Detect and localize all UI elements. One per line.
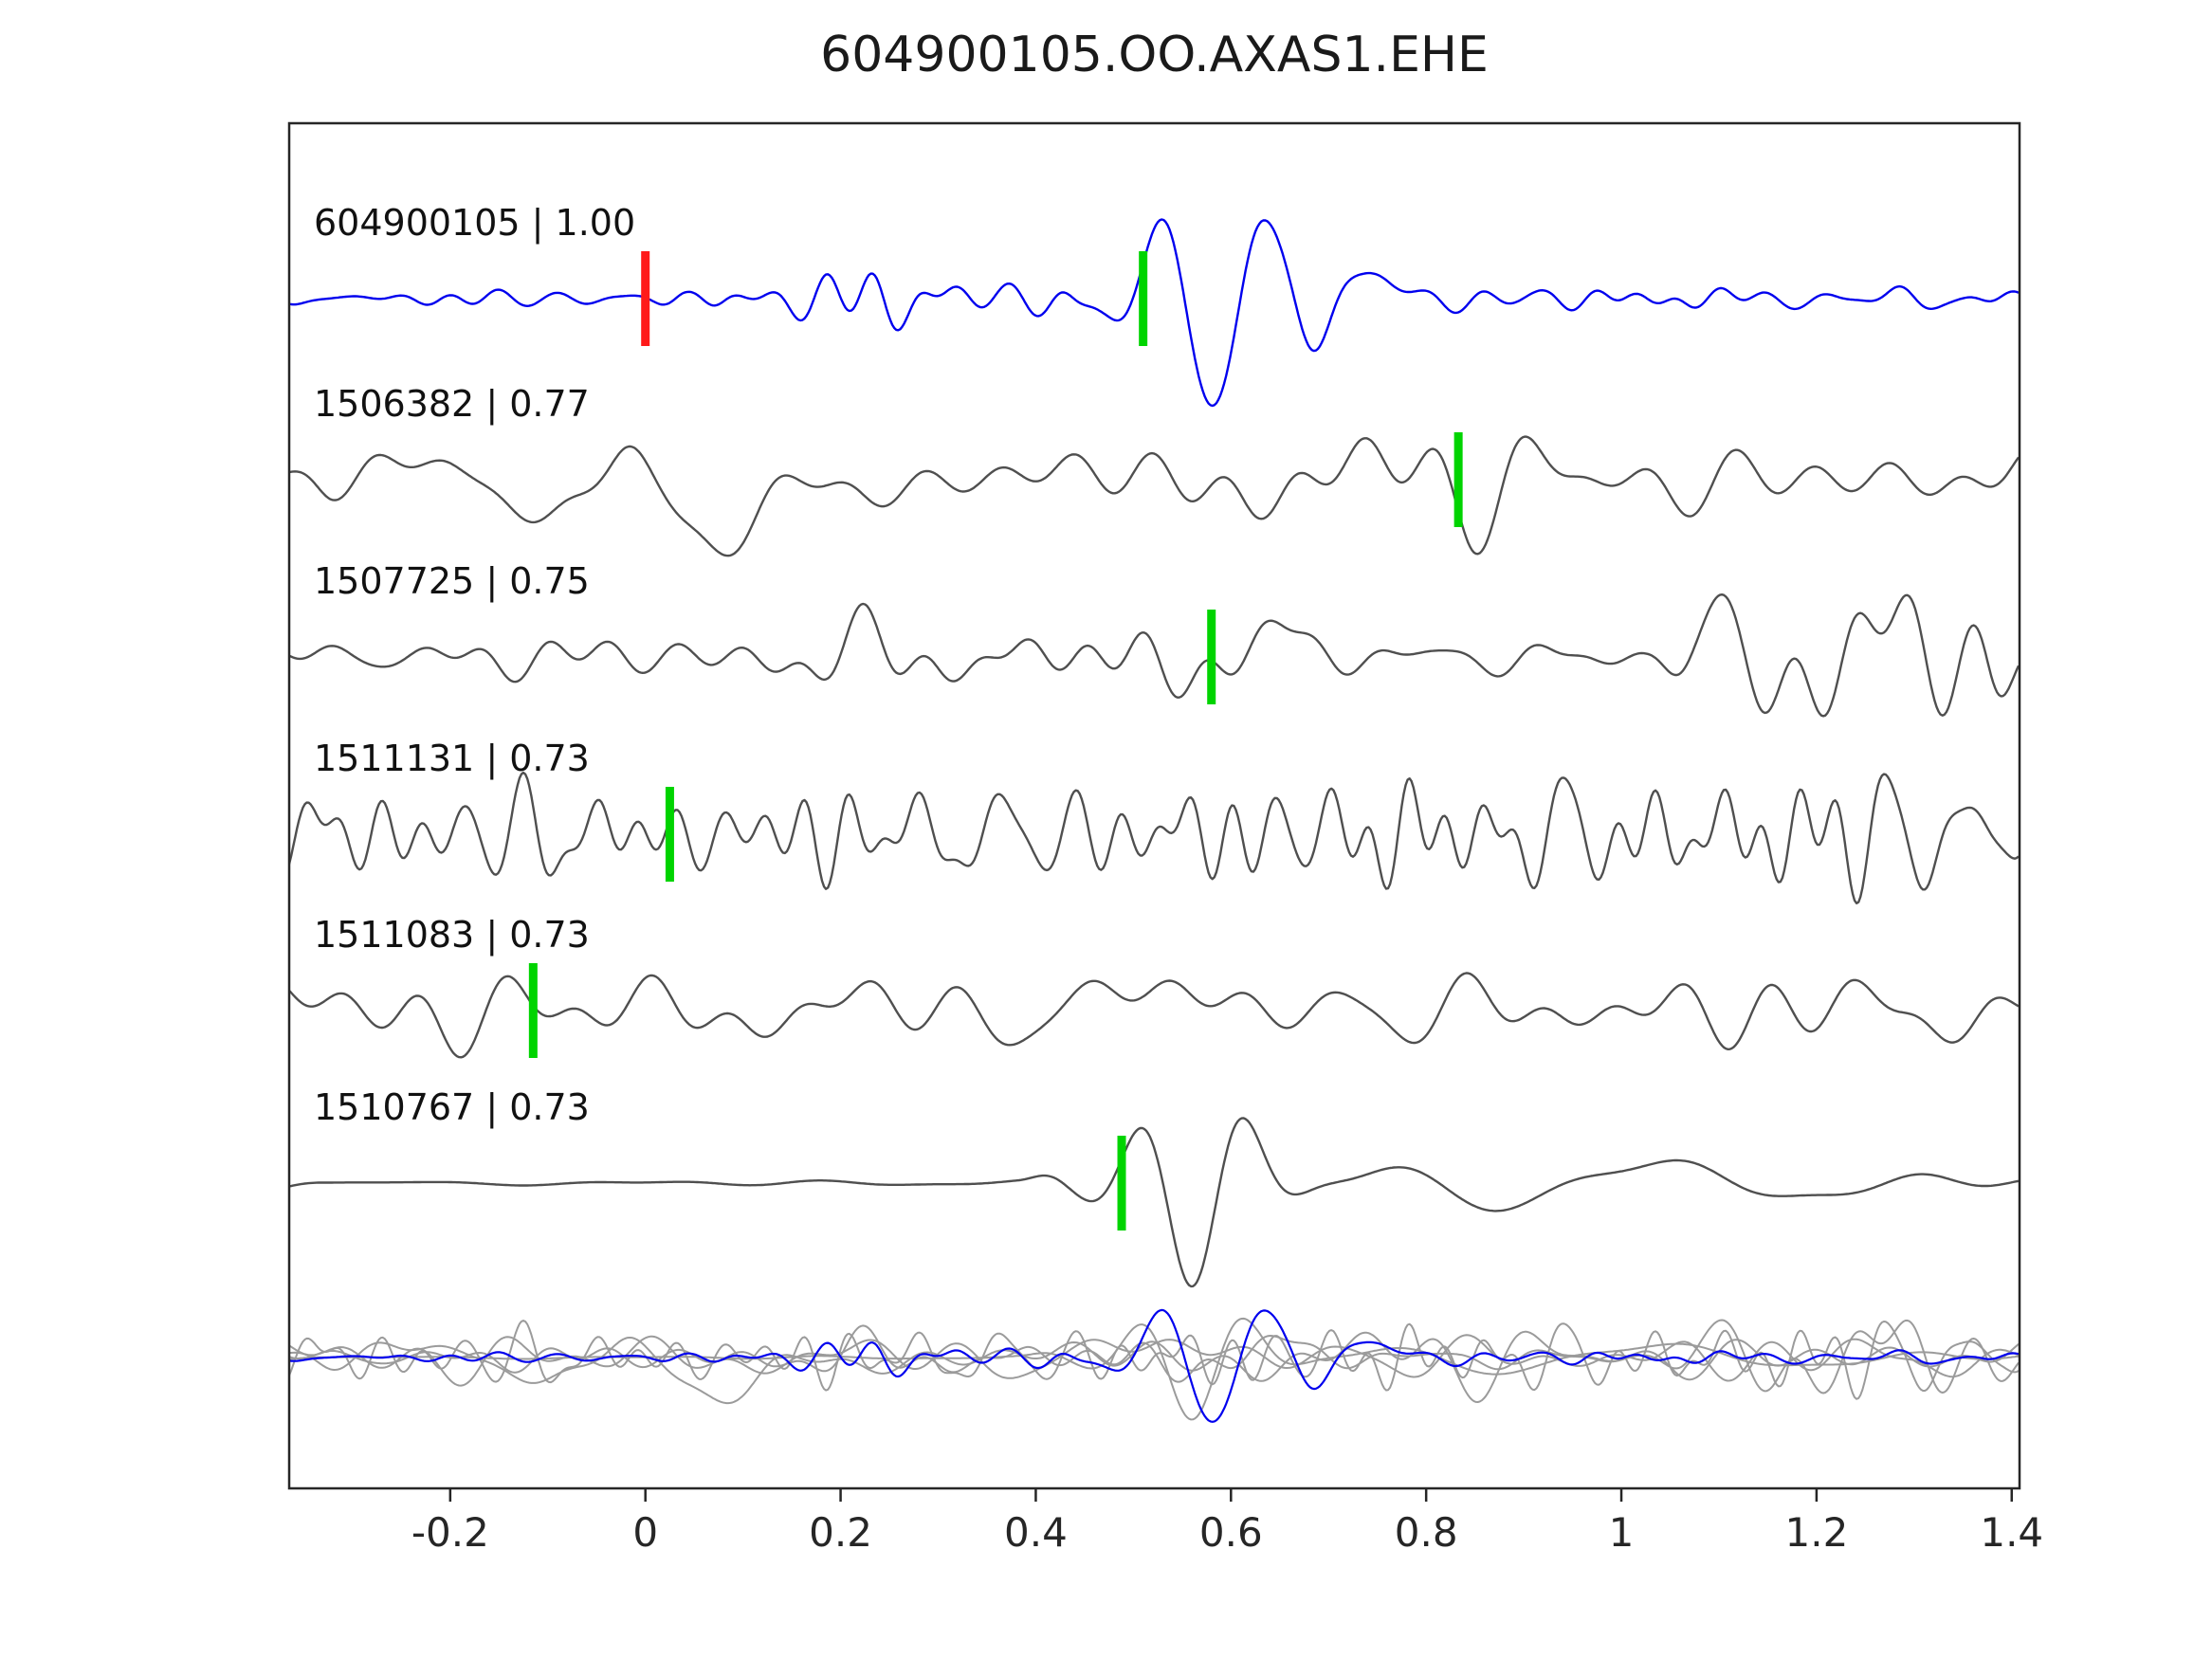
- x-tick-label: 1: [1608, 1509, 1635, 1556]
- x-tick-label: 0: [632, 1509, 659, 1556]
- x-tick-label: -0.2: [411, 1509, 489, 1556]
- x-tick-label: 1.2: [1784, 1509, 1849, 1556]
- trace-label-detection-1: 1506382 | 0.77: [314, 383, 590, 425]
- trace-label-detection-5: 1510767 | 0.73: [314, 1086, 590, 1128]
- trace-label-detection-2: 1507725 | 0.75: [314, 560, 590, 602]
- trace-label-detection-4: 1511083 | 0.73: [314, 914, 590, 956]
- x-tick-label: 0.4: [1004, 1509, 1068, 1556]
- trace-label-detection-3: 1511131 | 0.73: [314, 738, 590, 779]
- trace-label-template: 604900105 | 1.00: [314, 202, 636, 244]
- x-tick-label: 0.8: [1394, 1509, 1458, 1556]
- x-tick-label: 1.4: [1980, 1509, 2044, 1556]
- figure-title: 604900105.OO.AXAS1.EHE: [820, 27, 1489, 83]
- x-tick-label: 0.6: [1198, 1509, 1263, 1556]
- x-tick-label: 0.2: [809, 1509, 872, 1556]
